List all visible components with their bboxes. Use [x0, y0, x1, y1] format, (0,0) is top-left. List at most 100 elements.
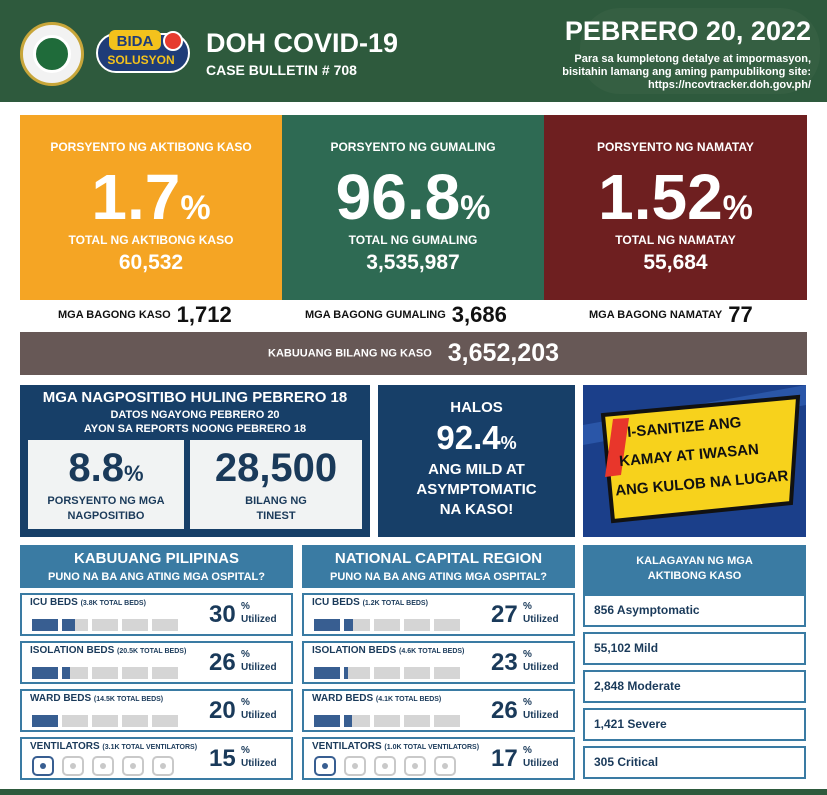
- utilization-bar-segment: [434, 619, 460, 631]
- deaths-total-value: 55,684: [643, 251, 708, 274]
- positivity-panel: MGA NAGPOSITIBO HULING PEBRERO 18 DATOS …: [20, 385, 370, 537]
- tested-label-1: BILANG NG: [245, 495, 307, 507]
- utilization-bar-segment: [152, 667, 178, 679]
- bed-capacity: (1.2K TOTAL BEDS): [362, 600, 428, 607]
- utilization-bar-segment: [122, 667, 148, 679]
- ncr-section-header: NATIONAL CAPITAL REGION PUNO NA BA ANG A…: [302, 545, 575, 588]
- positivity-rate-label-2: NAGPOSITIBO: [67, 510, 145, 522]
- ventilator-icon: [434, 756, 456, 776]
- ventilator-icon: [152, 756, 174, 776]
- sanitize-graphic: [583, 385, 806, 537]
- percent-sign: %: [241, 745, 250, 756]
- ncr-bed-row: ICU BEDS (1.2K TOTAL BEDS) 27% Utilized: [302, 593, 575, 636]
- recovered-total-value: 3,535,987: [366, 251, 460, 274]
- ncr-bed-row: WARD BEDS (4.1K TOTAL BEDS) 26% Utilized: [302, 689, 575, 732]
- info-url-link[interactable]: https://ncovtracker.doh.gov.ph/: [648, 79, 811, 91]
- ncr-hospital-section: NATIONAL CAPITAL REGION PUNO NA BA ANG A…: [302, 545, 575, 785]
- utilization-bar-segment: [152, 715, 178, 727]
- percent-sign: %: [241, 697, 250, 708]
- philippines-bed-row: VENTILATORS (3.1K TOTAL VENTILATORS) 15% U…: [20, 737, 293, 780]
- utilization-bar-segment: [62, 619, 88, 631]
- philippines-section-subtitle: PUNO NA BA ANG ATING MGA OSPITAL?: [48, 571, 265, 583]
- percent-sign: %: [241, 601, 250, 612]
- percent-sign: %: [124, 461, 144, 486]
- utilization-percent: 17: [491, 745, 518, 772]
- mild-line-4: NA KASO!: [439, 501, 514, 518]
- bida-solusyon-logo: BIDA SOLUSYON: [96, 30, 190, 73]
- utilization-bar-segment: [32, 667, 58, 679]
- utilization-bar-segment: [374, 667, 400, 679]
- mild-value: 92.4%: [436, 419, 517, 456]
- status-item-severe: 1,421 Severe: [583, 708, 806, 741]
- bed-type-label: ISOLATION BEDS (4.6K TOTAL BEDS): [312, 645, 465, 656]
- status-item-mild: 55,102 Mild: [583, 632, 806, 665]
- total-cases-bar: KABUUANG BILANG NG KASO 3,652,203: [20, 332, 807, 375]
- percent-sign: %: [523, 601, 532, 612]
- utilized-label: Utilized: [523, 614, 559, 625]
- utilization-bar-segment: [62, 715, 88, 727]
- percent-sign: %: [523, 649, 532, 660]
- utilization-bar-segment: [92, 715, 118, 727]
- percent-sign: %: [241, 649, 250, 660]
- tested-box: 28,500 BILANG NG TINEST: [190, 440, 362, 529]
- percent-sign: %: [722, 189, 753, 227]
- ncr-bed-row: ISOLATION BEDS (4.6K TOTAL BEDS) 23% Utili…: [302, 641, 575, 684]
- utilization-bar-segment: [314, 667, 340, 679]
- percent-sign: %: [460, 189, 491, 227]
- utilization-bar-segment: [32, 619, 58, 631]
- deaths-percent-value: 1.52%: [598, 161, 753, 233]
- bed-type-label: ICU BEDS (3.8K TOTAL BEDS): [30, 597, 146, 608]
- status-item-asymptomatic: 856 Asymptomatic: [583, 594, 806, 627]
- sanitize-reminder-panel: I-SANITIZE ANG KAMAY AT IWASAN ANG KULOB…: [583, 385, 806, 537]
- mild-asymptomatic-panel: HALOS 92.4% ANG MILD AT ASYMPTOMATIC NA …: [378, 385, 575, 537]
- utilization-bar-segment: [122, 619, 148, 631]
- deaths-total-label: TOTAL NG NAMATAY: [615, 233, 736, 247]
- bed-capacity: (14.5K TOTAL BEDS): [93, 696, 164, 703]
- utilization-percent: 23: [491, 649, 518, 676]
- active-case-status-header: KALAGAYAN NG MGA AKTIBONG KASO: [583, 545, 806, 598]
- utilization-bar-segment: [314, 715, 340, 727]
- new-deaths: MGA BAGONG NAMATAY 77: [589, 302, 753, 330]
- status-title-1: KALAGAYAN NG MGA: [636, 555, 753, 567]
- percent-sign: %: [523, 745, 532, 756]
- bulletin-date: PEBRERO 20, 2022: [564, 16, 811, 46]
- bed-capacity: (20.5K TOTAL BEDS): [117, 648, 187, 655]
- utilized-label: Utilized: [241, 662, 277, 673]
- utilized-label: Utilized: [523, 710, 559, 721]
- positivity-rate-value: 8.8%: [68, 446, 144, 490]
- utilization-bar-segment: [434, 667, 460, 679]
- positivity-rate-label-1: PORSYENTO NG MGA: [47, 495, 165, 507]
- bed-type-label: WARD BEDS (14.5K TOTAL BEDS): [30, 693, 164, 704]
- utilization-bar-segment: [404, 715, 430, 727]
- bulletin-title: DOH COVID-19: [206, 28, 399, 58]
- utilization-percent: 15: [209, 745, 236, 772]
- bida-logo-text: BIDA: [117, 33, 154, 50]
- utilization-percent: 30: [209, 601, 236, 628]
- active-total-value: 60,532: [118, 251, 184, 274]
- new-deaths-label: MGA BAGONG NAMATAY: [589, 309, 723, 321]
- bed-type-label: ISOLATION BEDS (20.5K TOTAL BEDS): [30, 645, 187, 656]
- percent-sign: %: [523, 697, 532, 708]
- footer-line: [0, 789, 827, 795]
- utilization-percent: 27: [491, 601, 518, 628]
- mild-line-1: HALOS: [450, 399, 503, 416]
- bed-type-label: VENTILATORS (3.1K TOTAL VENTILATORS): [30, 741, 198, 752]
- philippines-section-title: KABUUANG PILIPINAS: [73, 550, 239, 567]
- bed-capacity: (3.1K TOTAL VENTILATORS): [102, 744, 198, 751]
- recovered-percent-label: PORSYENTO NG GUMALING: [330, 140, 496, 154]
- utilization-bar-segment: [122, 715, 148, 727]
- philippines-bed-row: ICU BEDS (3.8K TOTAL BEDS) 30% Utilized: [20, 593, 293, 636]
- mild-line-2: ANG MILD AT: [428, 461, 525, 478]
- positivity-subtitle-1: DATOS NGAYONG PEBRERO 20: [110, 409, 280, 421]
- ventilator-icon: [122, 756, 144, 776]
- utilization-percent: 20: [209, 697, 236, 724]
- utilization-bar-segment: [374, 619, 400, 631]
- deaths-card: PORSYENTO NG NAMATAY 1.52% TOTAL NG NAMA…: [544, 115, 807, 300]
- ncr-bed-row: VENTILATORS (1.0K TOTAL VENTILATORS) 17% U…: [302, 737, 575, 780]
- bed-capacity: (4.1K TOTAL BEDS): [375, 696, 442, 703]
- utilized-label: Utilized: [241, 614, 277, 625]
- utilization-bar-segment: [404, 619, 430, 631]
- bida-logo-sub: SOLUSYON: [107, 53, 174, 67]
- info-line-1: Para sa kumpletong detalye at impormasyo…: [574, 53, 811, 65]
- philippines-bed-row: WARD BEDS (14.5K TOTAL BEDS) 20% Utilized: [20, 689, 293, 732]
